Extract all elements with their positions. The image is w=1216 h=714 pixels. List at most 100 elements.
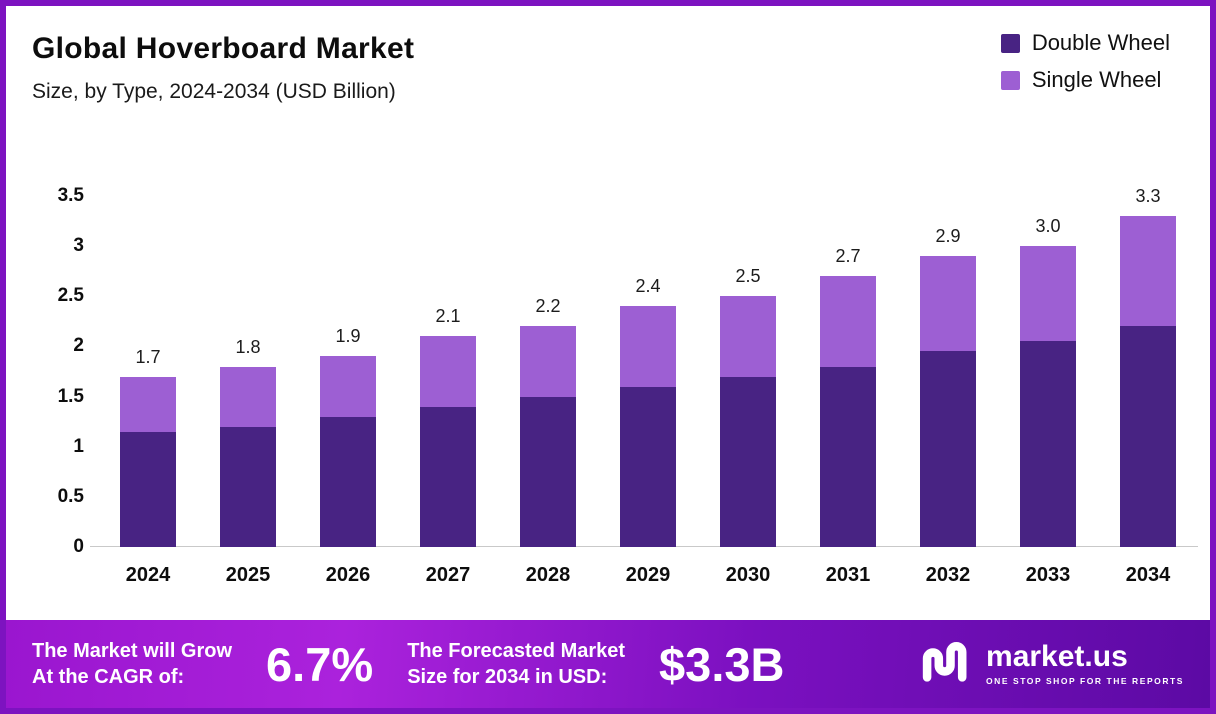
bar-segment-double-wheel <box>920 351 976 547</box>
bar-stack <box>1120 216 1176 547</box>
bar-stack <box>420 336 476 547</box>
bar-total-label: 2.1 <box>435 306 461 327</box>
bar-segment-double-wheel <box>720 376 776 547</box>
bar-segment-single-wheel <box>220 366 276 427</box>
bar-total-label: 2.9 <box>935 226 961 247</box>
x-axis-label: 2026 <box>325 564 371 586</box>
x-axis-label: 2024 <box>125 564 171 586</box>
bar-segment-single-wheel <box>920 256 976 352</box>
bar-stack <box>220 366 276 547</box>
bar-segment-double-wheel <box>120 431 176 547</box>
bar-stack <box>720 296 776 547</box>
bar-stack <box>920 256 976 547</box>
brand-tagline: ONE STOP SHOP FOR THE REPORTS <box>986 676 1184 686</box>
market-us-logo-icon <box>919 639 973 690</box>
footer-banner: The Market will Grow At the CAGR of: 6.7… <box>6 620 1210 708</box>
bar-segment-double-wheel <box>420 406 476 547</box>
x-axis-label: 2032 <box>925 564 971 586</box>
x-axis-label: 2027 <box>425 564 471 586</box>
bar-stack <box>820 276 876 547</box>
y-axis-tick: 0 <box>73 536 84 557</box>
forecast-value: $3.3B <box>659 637 785 691</box>
bar-segment-single-wheel <box>620 306 676 387</box>
bar-group-2024: 1.7 <box>98 196 198 547</box>
legend-label: Single Wheel <box>1031 67 1162 92</box>
cagr-label-line1: The Market will Grow <box>32 640 233 662</box>
bar-stack <box>120 376 176 547</box>
legend-item-single-wheel: Single Wheel <box>1000 67 1170 93</box>
bar-segment-single-wheel <box>320 356 376 417</box>
y-axis-tick: 3 <box>73 235 84 257</box>
y-axis-tick: 0.5 <box>57 485 84 507</box>
y-axis-tick: 1 <box>73 435 84 457</box>
bar-total-label: 2.4 <box>635 276 661 297</box>
x-axis-label: 2033 <box>1025 564 1071 586</box>
market-us-logo-text: market.us ONE STOP SHOP FOR THE REPORTS <box>986 640 1184 687</box>
bar-segment-single-wheel <box>520 326 576 397</box>
x-axis-label: 2034 <box>1125 564 1171 586</box>
x-axis-label: 2030 <box>725 564 771 586</box>
bar-group-2031: 2.7 <box>798 196 898 547</box>
bar-segment-double-wheel <box>1120 326 1176 547</box>
legend-swatch <box>1000 70 1020 90</box>
bar-total-label: 1.8 <box>235 336 261 357</box>
bar-segment-single-wheel <box>720 296 776 377</box>
y-axis-tick: 3.5 <box>57 185 84 206</box>
bar-stack <box>1020 246 1076 547</box>
bar-segment-single-wheel <box>420 336 476 407</box>
y-axis-tick: 2 <box>73 335 84 357</box>
bar-segment-double-wheel <box>1020 341 1076 547</box>
legend: Double Wheel Single Wheel <box>1000 30 1170 93</box>
bar-group-2029: 2.4 <box>598 196 698 547</box>
y-axis: 3.5 3 2.5 2 1.5 1 0.5 0 <box>6 185 84 557</box>
bar-total-label: 2.2 <box>535 296 561 317</box>
bar-segment-double-wheel <box>220 426 276 547</box>
y-axis-tick: 2.5 <box>57 285 84 307</box>
bar-segment-single-wheel <box>120 376 176 432</box>
bar-total-label: 2.7 <box>835 246 861 267</box>
x-axis-label: 2031 <box>825 564 871 586</box>
forecast-label-line1: The Forecasted Market <box>407 640 626 662</box>
forecast-label: The Forecasted Market Size for 2034 in U… <box>407 638 625 690</box>
bar-total-label: 1.7 <box>135 346 161 367</box>
bar-stack <box>520 326 576 547</box>
bar-stack <box>620 306 676 547</box>
bar-segment-double-wheel <box>320 416 376 547</box>
bar-group-2027: 2.1 <box>398 196 498 547</box>
bar-group-2030: 2.5 <box>698 196 798 547</box>
legend-swatch <box>1000 33 1020 53</box>
x-axis-label: 2029 <box>625 564 671 586</box>
bar-segment-double-wheel <box>520 396 576 547</box>
bar-group-2025: 1.8 <box>198 196 298 547</box>
x-axis-label: 2025 <box>225 564 271 586</box>
legend-label: Double Wheel <box>1031 30 1170 55</box>
y-axis-tick: 1.5 <box>57 385 84 407</box>
bar-segment-single-wheel <box>1020 246 1076 342</box>
bar-segment-single-wheel <box>820 276 876 367</box>
bar-series: 1.7 1.8 1.9 2.1 2.2 2.4 2.5 2.7 2.9 3.0 3.3 <box>98 186 1198 547</box>
cagr-label-line2: At the CAGR of: <box>32 666 185 688</box>
bar-group-2028: 2.2 <box>498 196 598 547</box>
bar-stack <box>320 356 376 547</box>
bar-total-label: 3.3 <box>1135 186 1161 207</box>
brand-name: market.us <box>986 640 1128 673</box>
bar-group-2026: 1.9 <box>298 196 398 547</box>
bar-total-label: 3.0 <box>1035 216 1061 237</box>
cagr-value: 6.7% <box>266 637 374 691</box>
chart-header: Global Hoverboard Market Size, by Type, … <box>32 32 414 104</box>
chart-subtitle: Size, by Type, 2024-2034 (USD Billion) <box>32 80 396 103</box>
bar-segment-double-wheel <box>820 366 876 547</box>
legend-item-double-wheel: Double Wheel <box>1000 30 1170 56</box>
chart-title: Global Hoverboard Market <box>32 32 415 65</box>
plot-area: 1.7 1.8 1.9 2.1 2.2 2.4 2.5 2.7 2.9 3.0 3.3 <box>90 186 1198 547</box>
bar-segment-single-wheel <box>1120 216 1176 327</box>
bar-group-2032: 2.9 <box>898 196 998 547</box>
bar-segment-double-wheel <box>620 386 676 547</box>
bar-total-label: 2.5 <box>735 266 761 287</box>
forecast-label-line2: Size for 2034 in USD: <box>407 666 608 688</box>
bar-total-label: 1.9 <box>335 326 361 347</box>
cagr-label: The Market will Grow At the CAGR of: <box>32 638 232 690</box>
bar-group-2033: 3.0 <box>998 196 1098 547</box>
x-axis-label: 2028 <box>525 564 571 586</box>
